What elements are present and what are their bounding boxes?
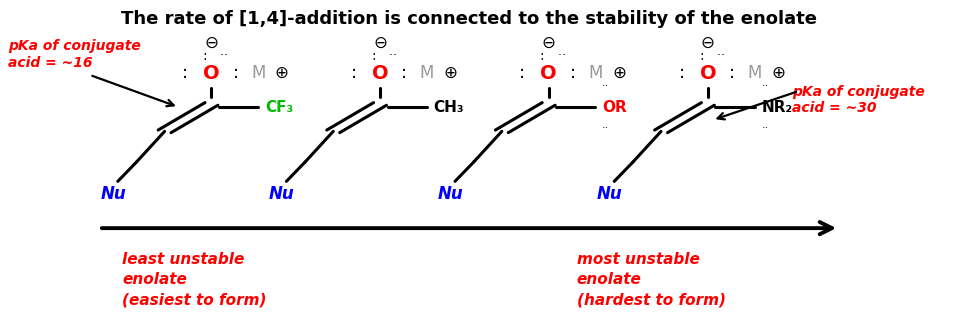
Text: OR: OR [602, 100, 627, 115]
Text: enolate: enolate [122, 272, 187, 287]
Text: most unstable: most unstable [576, 252, 700, 267]
Text: :: : [570, 64, 576, 82]
Text: ⊕: ⊕ [444, 64, 457, 82]
Text: :: : [183, 64, 188, 82]
Text: M: M [588, 64, 602, 82]
Text: :: : [402, 64, 407, 82]
Text: :: : [699, 49, 704, 63]
Text: O: O [203, 64, 220, 83]
Text: :: : [729, 64, 735, 82]
Text: :: : [203, 49, 207, 63]
Text: :: : [540, 49, 544, 63]
Text: O: O [540, 64, 557, 83]
Text: Nu: Nu [100, 185, 126, 203]
Text: M: M [251, 64, 266, 82]
Text: ··: ·· [761, 123, 769, 133]
Text: ··: ·· [557, 49, 570, 62]
Text: CF₃: CF₃ [265, 100, 293, 115]
Text: :: : [232, 64, 239, 82]
Text: ··: ·· [389, 49, 402, 62]
Text: ··: ·· [717, 49, 728, 62]
Text: O: O [372, 64, 388, 83]
Text: O: O [700, 64, 716, 83]
Text: (hardest to form): (hardest to form) [576, 292, 726, 307]
Text: ··: ·· [221, 49, 232, 62]
Text: enolate: enolate [576, 272, 641, 287]
Text: :: : [679, 64, 684, 82]
Text: ⊕: ⊕ [612, 64, 626, 82]
Text: ··: ·· [761, 81, 769, 91]
Text: ⊕: ⊕ [771, 64, 785, 82]
Text: ⊖: ⊖ [701, 34, 715, 52]
Text: ··: ·· [602, 123, 609, 133]
Text: ··: ·· [602, 81, 609, 91]
Text: ⊖: ⊖ [542, 34, 555, 52]
Text: The rate of [1,4]-addition is connected to the stability of the enolate: The rate of [1,4]-addition is connected … [121, 10, 817, 29]
Text: Nu: Nu [597, 185, 622, 203]
Text: ⊖: ⊖ [373, 34, 387, 52]
Text: :: : [371, 49, 376, 63]
Text: NR₂: NR₂ [761, 100, 793, 115]
Text: ⊖: ⊖ [205, 34, 218, 52]
Text: Nu: Nu [269, 185, 294, 203]
Text: Nu: Nu [438, 185, 464, 203]
Text: :: : [519, 64, 526, 82]
Text: :: : [351, 64, 357, 82]
Text: M: M [748, 64, 762, 82]
Text: least unstable: least unstable [122, 252, 245, 267]
Text: ⊕: ⊕ [274, 64, 289, 82]
Text: (easiest to form): (easiest to form) [122, 292, 267, 307]
Text: pKa of conjugate
acid = ~16: pKa of conjugate acid = ~16 [9, 40, 141, 70]
Text: M: M [420, 64, 434, 82]
Text: pKa of conjugate
acid = ~30: pKa of conjugate acid = ~30 [793, 85, 925, 115]
Text: CH₃: CH₃ [433, 100, 464, 115]
